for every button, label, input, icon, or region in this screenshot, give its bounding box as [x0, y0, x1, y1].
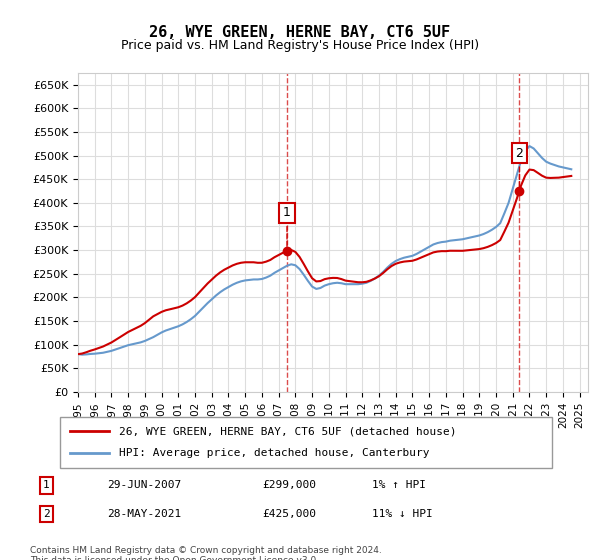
Text: 1% ↑ HPI: 1% ↑ HPI — [372, 480, 426, 490]
FancyBboxPatch shape — [60, 417, 552, 468]
Text: HPI: Average price, detached house, Canterbury: HPI: Average price, detached house, Cant… — [119, 449, 430, 459]
Text: 2: 2 — [515, 147, 523, 188]
Text: 2: 2 — [43, 509, 50, 519]
Text: Price paid vs. HM Land Registry's House Price Index (HPI): Price paid vs. HM Land Registry's House … — [121, 39, 479, 52]
Text: 26, WYE GREEN, HERNE BAY, CT6 5UF: 26, WYE GREEN, HERNE BAY, CT6 5UF — [149, 25, 451, 40]
Text: 28-MAY-2021: 28-MAY-2021 — [107, 509, 182, 519]
Text: 29-JUN-2007: 29-JUN-2007 — [107, 480, 182, 490]
Text: £425,000: £425,000 — [262, 509, 316, 519]
Text: £299,000: £299,000 — [262, 480, 316, 490]
Text: 1: 1 — [43, 480, 50, 490]
Text: Contains HM Land Registry data © Crown copyright and database right 2024.
This d: Contains HM Land Registry data © Crown c… — [30, 546, 382, 560]
Text: 1: 1 — [283, 206, 291, 248]
Text: 11% ↓ HPI: 11% ↓ HPI — [372, 509, 433, 519]
Text: 26, WYE GREEN, HERNE BAY, CT6 5UF (detached house): 26, WYE GREEN, HERNE BAY, CT6 5UF (detac… — [119, 426, 457, 436]
